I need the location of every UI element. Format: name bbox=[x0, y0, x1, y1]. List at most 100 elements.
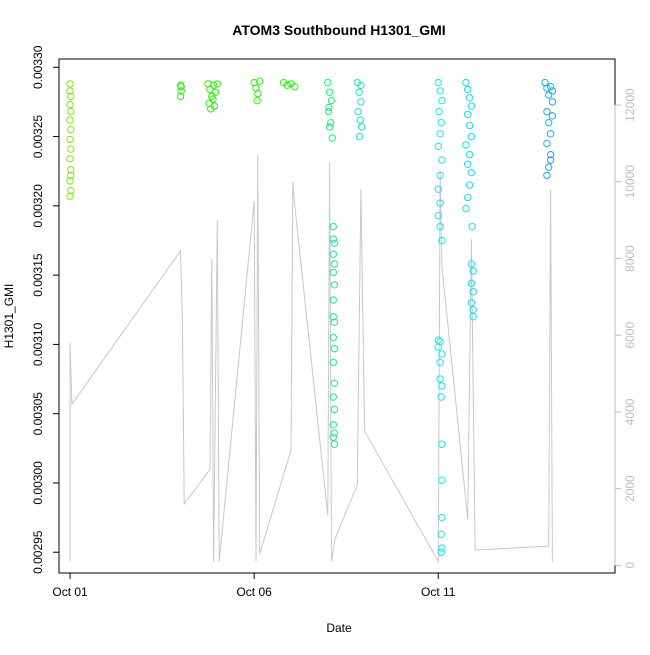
data-point bbox=[543, 171, 551, 180]
data-point bbox=[329, 250, 337, 259]
data-point bbox=[438, 476, 446, 484]
data-point bbox=[434, 211, 442, 220]
data-point bbox=[329, 235, 337, 243]
data-point bbox=[469, 267, 477, 275]
x-axis: Oct 01 Oct 06 Oct 11 bbox=[52, 573, 456, 599]
data-point bbox=[465, 94, 474, 102]
data-point bbox=[467, 260, 476, 268]
secondary-tick-label: 12000 bbox=[623, 88, 637, 122]
data-point bbox=[254, 89, 262, 98]
data-point bbox=[256, 77, 264, 85]
data-point bbox=[283, 81, 291, 90]
data-point bbox=[434, 185, 442, 193]
data-point bbox=[548, 112, 557, 120]
data-point bbox=[438, 236, 446, 245]
data-point bbox=[357, 81, 365, 90]
data-point bbox=[438, 513, 446, 522]
data-point bbox=[465, 150, 474, 159]
data-point bbox=[329, 433, 337, 441]
y-tick-label: 0.00310 bbox=[31, 322, 45, 366]
data-point bbox=[546, 156, 555, 164]
data-point bbox=[545, 119, 553, 127]
data-point bbox=[67, 92, 75, 101]
data-point bbox=[354, 107, 362, 116]
data-point bbox=[66, 192, 74, 200]
data-point bbox=[437, 548, 445, 556]
data-point bbox=[330, 239, 339, 248]
data-point bbox=[209, 81, 218, 90]
data-point bbox=[436, 130, 444, 138]
data-point bbox=[66, 155, 74, 163]
data-point bbox=[177, 87, 185, 95]
data-point bbox=[434, 142, 442, 151]
data-point bbox=[358, 123, 366, 131]
data-point bbox=[66, 80, 74, 88]
data-point bbox=[436, 358, 444, 367]
data-point bbox=[210, 102, 219, 110]
data-point bbox=[435, 107, 443, 116]
secondary-y-axis: 0 2000 4000 6000 8000 10000 12000 bbox=[614, 88, 637, 569]
x-tick-label: Oct 01 bbox=[52, 585, 88, 599]
data-point bbox=[330, 344, 339, 353]
chart-title: ATOM3 Southbound H1301_GMI bbox=[232, 22, 445, 38]
data-point bbox=[468, 222, 476, 231]
data-point bbox=[329, 222, 337, 231]
data-point bbox=[329, 296, 337, 304]
plot-area bbox=[66, 77, 557, 564]
data-point bbox=[329, 333, 337, 342]
data-point bbox=[325, 103, 333, 112]
data-point bbox=[546, 150, 555, 159]
data-point bbox=[465, 121, 474, 130]
y-tick-label: 0.00325 bbox=[31, 115, 45, 159]
data-point bbox=[543, 107, 551, 116]
data-point bbox=[67, 145, 75, 153]
data-point bbox=[67, 166, 75, 174]
data-point bbox=[327, 119, 335, 127]
data-point bbox=[438, 96, 446, 105]
data-point bbox=[436, 199, 444, 207]
data-point bbox=[545, 163, 553, 171]
data-point bbox=[543, 139, 551, 148]
data-point bbox=[330, 440, 339, 448]
data-point bbox=[462, 141, 470, 149]
altitude-trace-layer bbox=[69, 154, 553, 564]
data-point bbox=[467, 168, 476, 177]
secondary-tick-label: 0 bbox=[623, 562, 637, 569]
secondary-tick-label: 6000 bbox=[623, 322, 637, 349]
altitude-trace-line bbox=[69, 154, 553, 564]
y-tick-label: 0.00305 bbox=[31, 392, 45, 436]
x-axis-label: Date bbox=[326, 621, 352, 635]
data-point bbox=[330, 405, 339, 414]
data-point bbox=[66, 116, 74, 124]
data-point bbox=[469, 288, 477, 296]
data-point bbox=[546, 83, 555, 91]
data-point bbox=[356, 116, 364, 124]
data-point bbox=[438, 156, 446, 164]
data-point bbox=[436, 171, 444, 180]
data-point bbox=[324, 78, 332, 87]
data-point bbox=[330, 429, 339, 437]
y-tick-label: 0.00295 bbox=[31, 530, 45, 574]
data-point bbox=[330, 281, 339, 289]
data-point bbox=[325, 123, 334, 131]
data-point bbox=[438, 544, 446, 552]
data-point bbox=[462, 204, 470, 213]
data-point bbox=[545, 91, 553, 99]
data-point bbox=[213, 80, 222, 88]
data-point bbox=[469, 313, 477, 321]
x-tick-label: Oct 06 bbox=[236, 585, 272, 599]
data-point bbox=[66, 87, 74, 95]
data-point bbox=[329, 358, 337, 367]
data-point bbox=[465, 181, 474, 189]
data-point bbox=[330, 260, 339, 268]
data-point bbox=[469, 306, 477, 314]
data-point bbox=[67, 107, 75, 116]
data-point bbox=[324, 107, 333, 116]
data-point bbox=[355, 132, 364, 141]
data-point bbox=[548, 98, 557, 106]
data-point bbox=[329, 268, 337, 277]
y-axis: 0.00295 0.00300 0.00305 0.00310 0.00315 0.003… bbox=[31, 45, 59, 574]
secondary-tick-label: 4000 bbox=[623, 398, 637, 425]
data-point bbox=[330, 379, 339, 387]
data-point bbox=[464, 193, 472, 202]
